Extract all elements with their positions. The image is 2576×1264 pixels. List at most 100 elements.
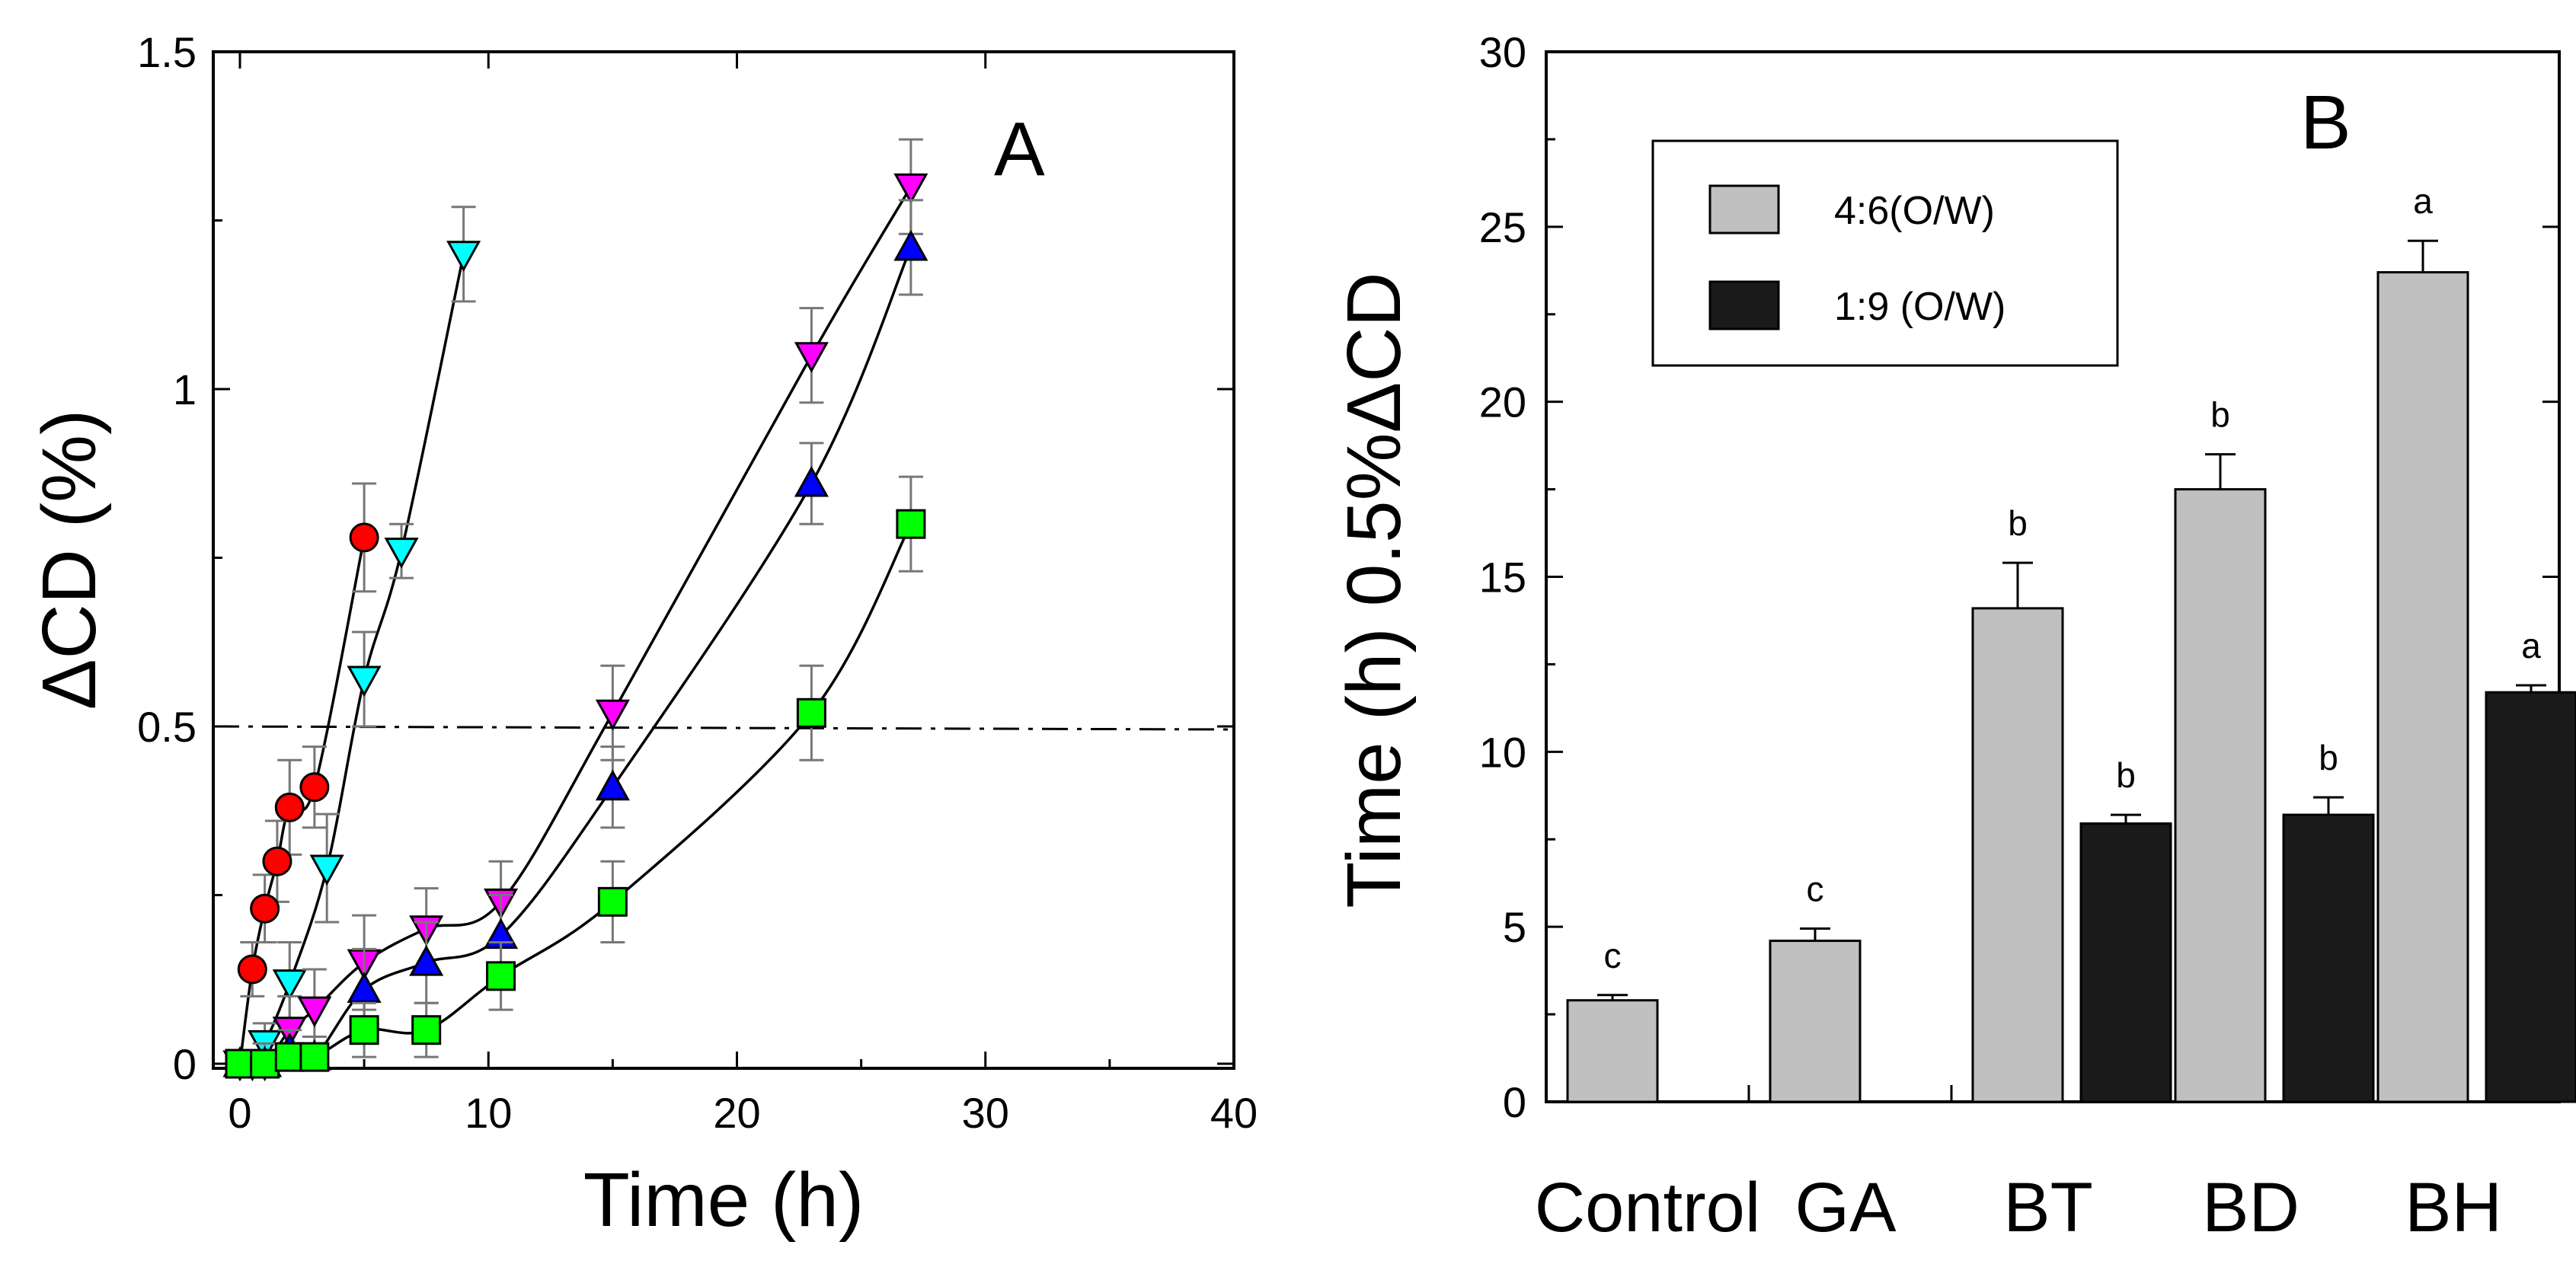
panel-b-bars: c c b b a b b a [1566, 181, 2576, 1103]
bar-bh-4-6-o-w: a [2376, 181, 2469, 1103]
data-point [409, 945, 444, 976]
legend-label-1-9: 1:9 (O/W) [1834, 285, 2006, 329]
significance-letter: b [2116, 755, 2136, 795]
bar-rect [2282, 813, 2375, 1103]
y-tick-label-3: 1.5 [137, 28, 197, 76]
category-label-control: Control [1535, 1169, 1761, 1246]
category-label-bt: BT [2003, 1169, 2093, 1246]
category-label-bd: BD [2202, 1169, 2300, 1246]
significance-letter: c [1807, 869, 1824, 908]
significance-letter: b [2008, 503, 2028, 543]
data-point [893, 229, 928, 261]
data-point [274, 1042, 305, 1072]
panel-b-y-axis-title: Time (h) 0.5%ΔCD [1331, 272, 1417, 908]
data-point [250, 1049, 280, 1079]
data-point [896, 509, 926, 539]
bar-bd-1-9-o-w: b [2282, 738, 2375, 1103]
significance-letter: c [1604, 936, 1622, 975]
y-tick-label-6: 30 [1479, 28, 1526, 76]
bar-bt-4-6-o-w: b [1971, 503, 2064, 1103]
bar-rect [1566, 999, 1659, 1103]
bar-rect [2079, 822, 2172, 1103]
category-label-ga: GA [1795, 1169, 1897, 1246]
legend-swatch-4-6 [1708, 184, 1780, 235]
x-tick-label-4: 40 [1210, 1089, 1258, 1137]
y-tick-label-0: 0 [173, 1040, 197, 1088]
legend-swatch-1-9 [1708, 280, 1780, 330]
y-tick-label-2: 10 [1479, 728, 1526, 776]
bar-bd-4-6-o-w: b [2174, 395, 2267, 1103]
panel-a-y-axis-title: ΔCD (%) [27, 410, 112, 710]
data-point [237, 954, 267, 985]
legend-frame [1651, 139, 2119, 367]
data-point [893, 173, 928, 205]
data-point [597, 886, 628, 917]
data-point [384, 538, 419, 569]
panel-b-category-labels: Control GA BT BD BH [1535, 1169, 2502, 1246]
significance-letter: b [2210, 395, 2230, 435]
y-tick-label-4: 20 [1479, 378, 1526, 426]
series-bt [222, 138, 928, 1082]
data-point [411, 1015, 442, 1045]
data-point [347, 666, 382, 697]
y-tick-label-1: 0.5 [137, 703, 197, 751]
series-bd [222, 199, 928, 1077]
data-point [225, 1049, 255, 1079]
panel-a-x-axis-title: Time (h) [583, 1157, 865, 1243]
panel-a-series [222, 138, 928, 1082]
data-point [595, 769, 630, 801]
bar-rect [2485, 691, 2576, 1103]
bar-rect [1971, 607, 2064, 1103]
data-point [274, 792, 305, 822]
x-tick-label-1: 10 [465, 1089, 512, 1137]
data-point [349, 1015, 379, 1045]
x-tick-label-2: 20 [713, 1089, 760, 1137]
panel-a-ticks: 0 10 20 30 40 0 0.5 1 1.5 [137, 28, 1258, 1137]
data-point [250, 893, 280, 924]
x-tick-label-3: 30 [962, 1089, 1009, 1137]
series-ga [222, 206, 481, 1082]
panel-a-reference-line [213, 725, 1235, 731]
bar-bt-1-9-o-w: b [2079, 755, 2172, 1103]
y-tick-label-0: 0 [1503, 1078, 1526, 1126]
bar-rect [2376, 271, 2469, 1103]
reference-line-0-5 [213, 725, 1235, 731]
data-point [595, 699, 630, 731]
y-tick-label-5: 25 [1479, 203, 1526, 251]
data-point [297, 996, 332, 1028]
legend-label-4-6: 4:6(O/W) [1834, 189, 1995, 233]
data-point [794, 465, 829, 497]
panel-b: 0 5 10 15 20 25 30 c c b b a b b a 4:6(O/W) 1:9 (O/W)… [1331, 28, 2576, 1246]
data-point [349, 522, 379, 553]
data-point [309, 854, 344, 886]
panel-b-letter: B [2300, 80, 2351, 165]
data-point [299, 1042, 330, 1072]
data-point [272, 969, 307, 1001]
bar-rect [1769, 940, 1862, 1103]
category-label-bh: BH [2405, 1169, 2502, 1246]
panel-a-letter: A [994, 107, 1045, 192]
y-tick-label-2: 1 [173, 365, 197, 413]
data-point [794, 342, 829, 373]
significance-letter: b [2319, 738, 2338, 777]
x-tick-label-0: 0 [228, 1089, 251, 1137]
data-point [262, 846, 292, 876]
y-tick-label-3: 15 [1479, 554, 1526, 602]
panel-a-plot-frame [212, 50, 1235, 1070]
series-line-bt [239, 186, 912, 1068]
panel-a: 0 10 20 30 40 0 0.5 1 1.5 A Time (h) ΔCD (%) [27, 28, 1258, 1243]
data-point [486, 961, 516, 991]
data-point [299, 772, 330, 803]
bar-control-4-6-o-w: c [1566, 936, 1659, 1103]
data-point [347, 972, 382, 1004]
y-tick-label-1: 5 [1503, 903, 1526, 951]
panel-b-legend: 4:6(O/W) 1:9 (O/W) [1651, 139, 2119, 367]
series-line-ga [239, 254, 465, 1067]
bar-bh-1-9-o-w: a [2485, 626, 2576, 1103]
significance-letter: a [2521, 626, 2541, 666]
series-bh [225, 475, 926, 1079]
significance-letter: a [2413, 181, 2433, 221]
data-point [446, 241, 481, 272]
bar-ga-4-6-o-w: c [1769, 869, 1862, 1103]
